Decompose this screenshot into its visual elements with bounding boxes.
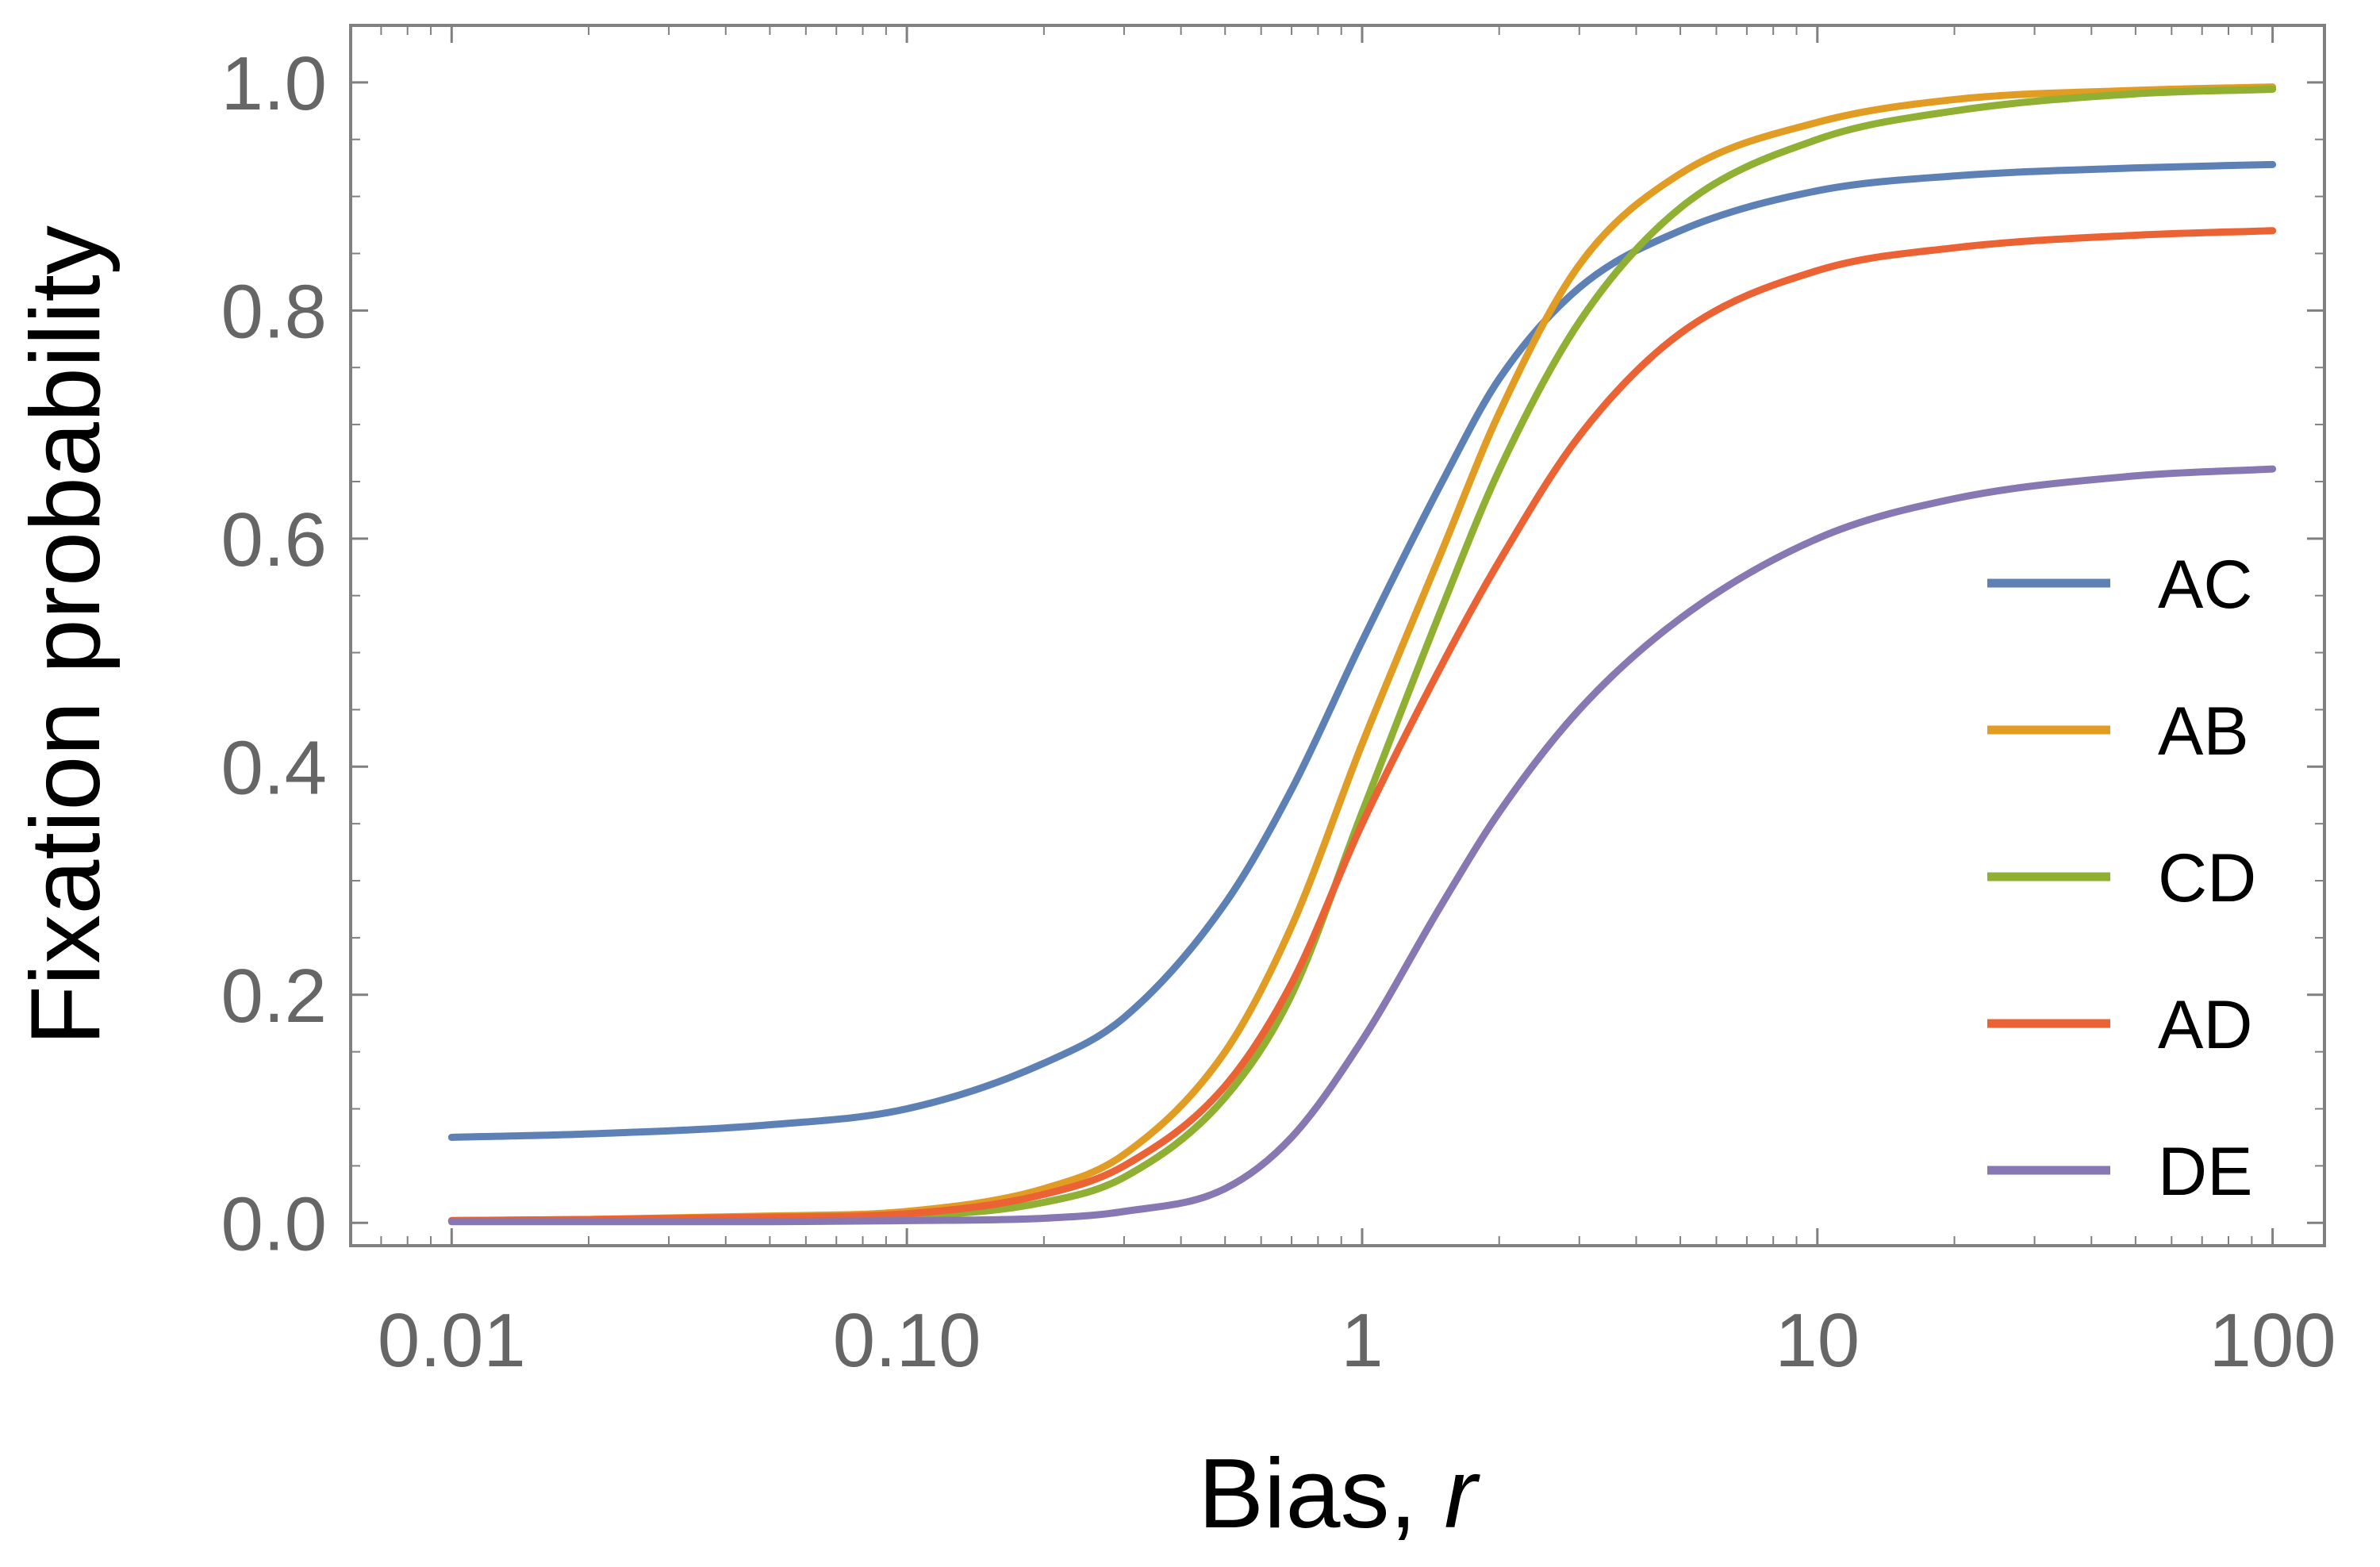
legend-label-ac: AC (2158, 547, 2252, 623)
x-tick-label: 0.10 (833, 1298, 981, 1383)
legend-label-ad: AD (2158, 987, 2252, 1063)
y-tick-label: 1.0 (221, 41, 327, 126)
series-line-cd (447, 85, 2277, 1224)
legend-label-ab: AB (2158, 693, 2249, 770)
y-tick-label: 0.4 (221, 725, 327, 810)
plot-frame (349, 24, 2326, 1247)
x-tick-label: 1 (1341, 1298, 1383, 1383)
legend: AC AB CD AD DE (1987, 547, 2256, 1210)
y-axis-label: Fixation probability (11, 225, 121, 1046)
series-line-ab (447, 83, 2277, 1224)
series-line-ad (447, 227, 2277, 1224)
legend-label-de: DE (2158, 1134, 2252, 1210)
series-line-de (447, 465, 2277, 1226)
y-tick-label: 0.0 (221, 1181, 327, 1266)
y-tick-label: 0.2 (221, 954, 327, 1039)
y-tick-label: 0.6 (221, 497, 327, 582)
x-tick-label: 100 (2209, 1298, 2336, 1383)
x-tick-label: 10 (1775, 1298, 1860, 1383)
x-axis-label: Bias, r (1198, 1439, 1480, 1549)
legend-label-cd: CD (2158, 840, 2256, 916)
x-tick-label: 0.01 (378, 1298, 526, 1383)
series-line-ac (447, 160, 2277, 1141)
y-tick-label: 0.8 (221, 269, 327, 354)
